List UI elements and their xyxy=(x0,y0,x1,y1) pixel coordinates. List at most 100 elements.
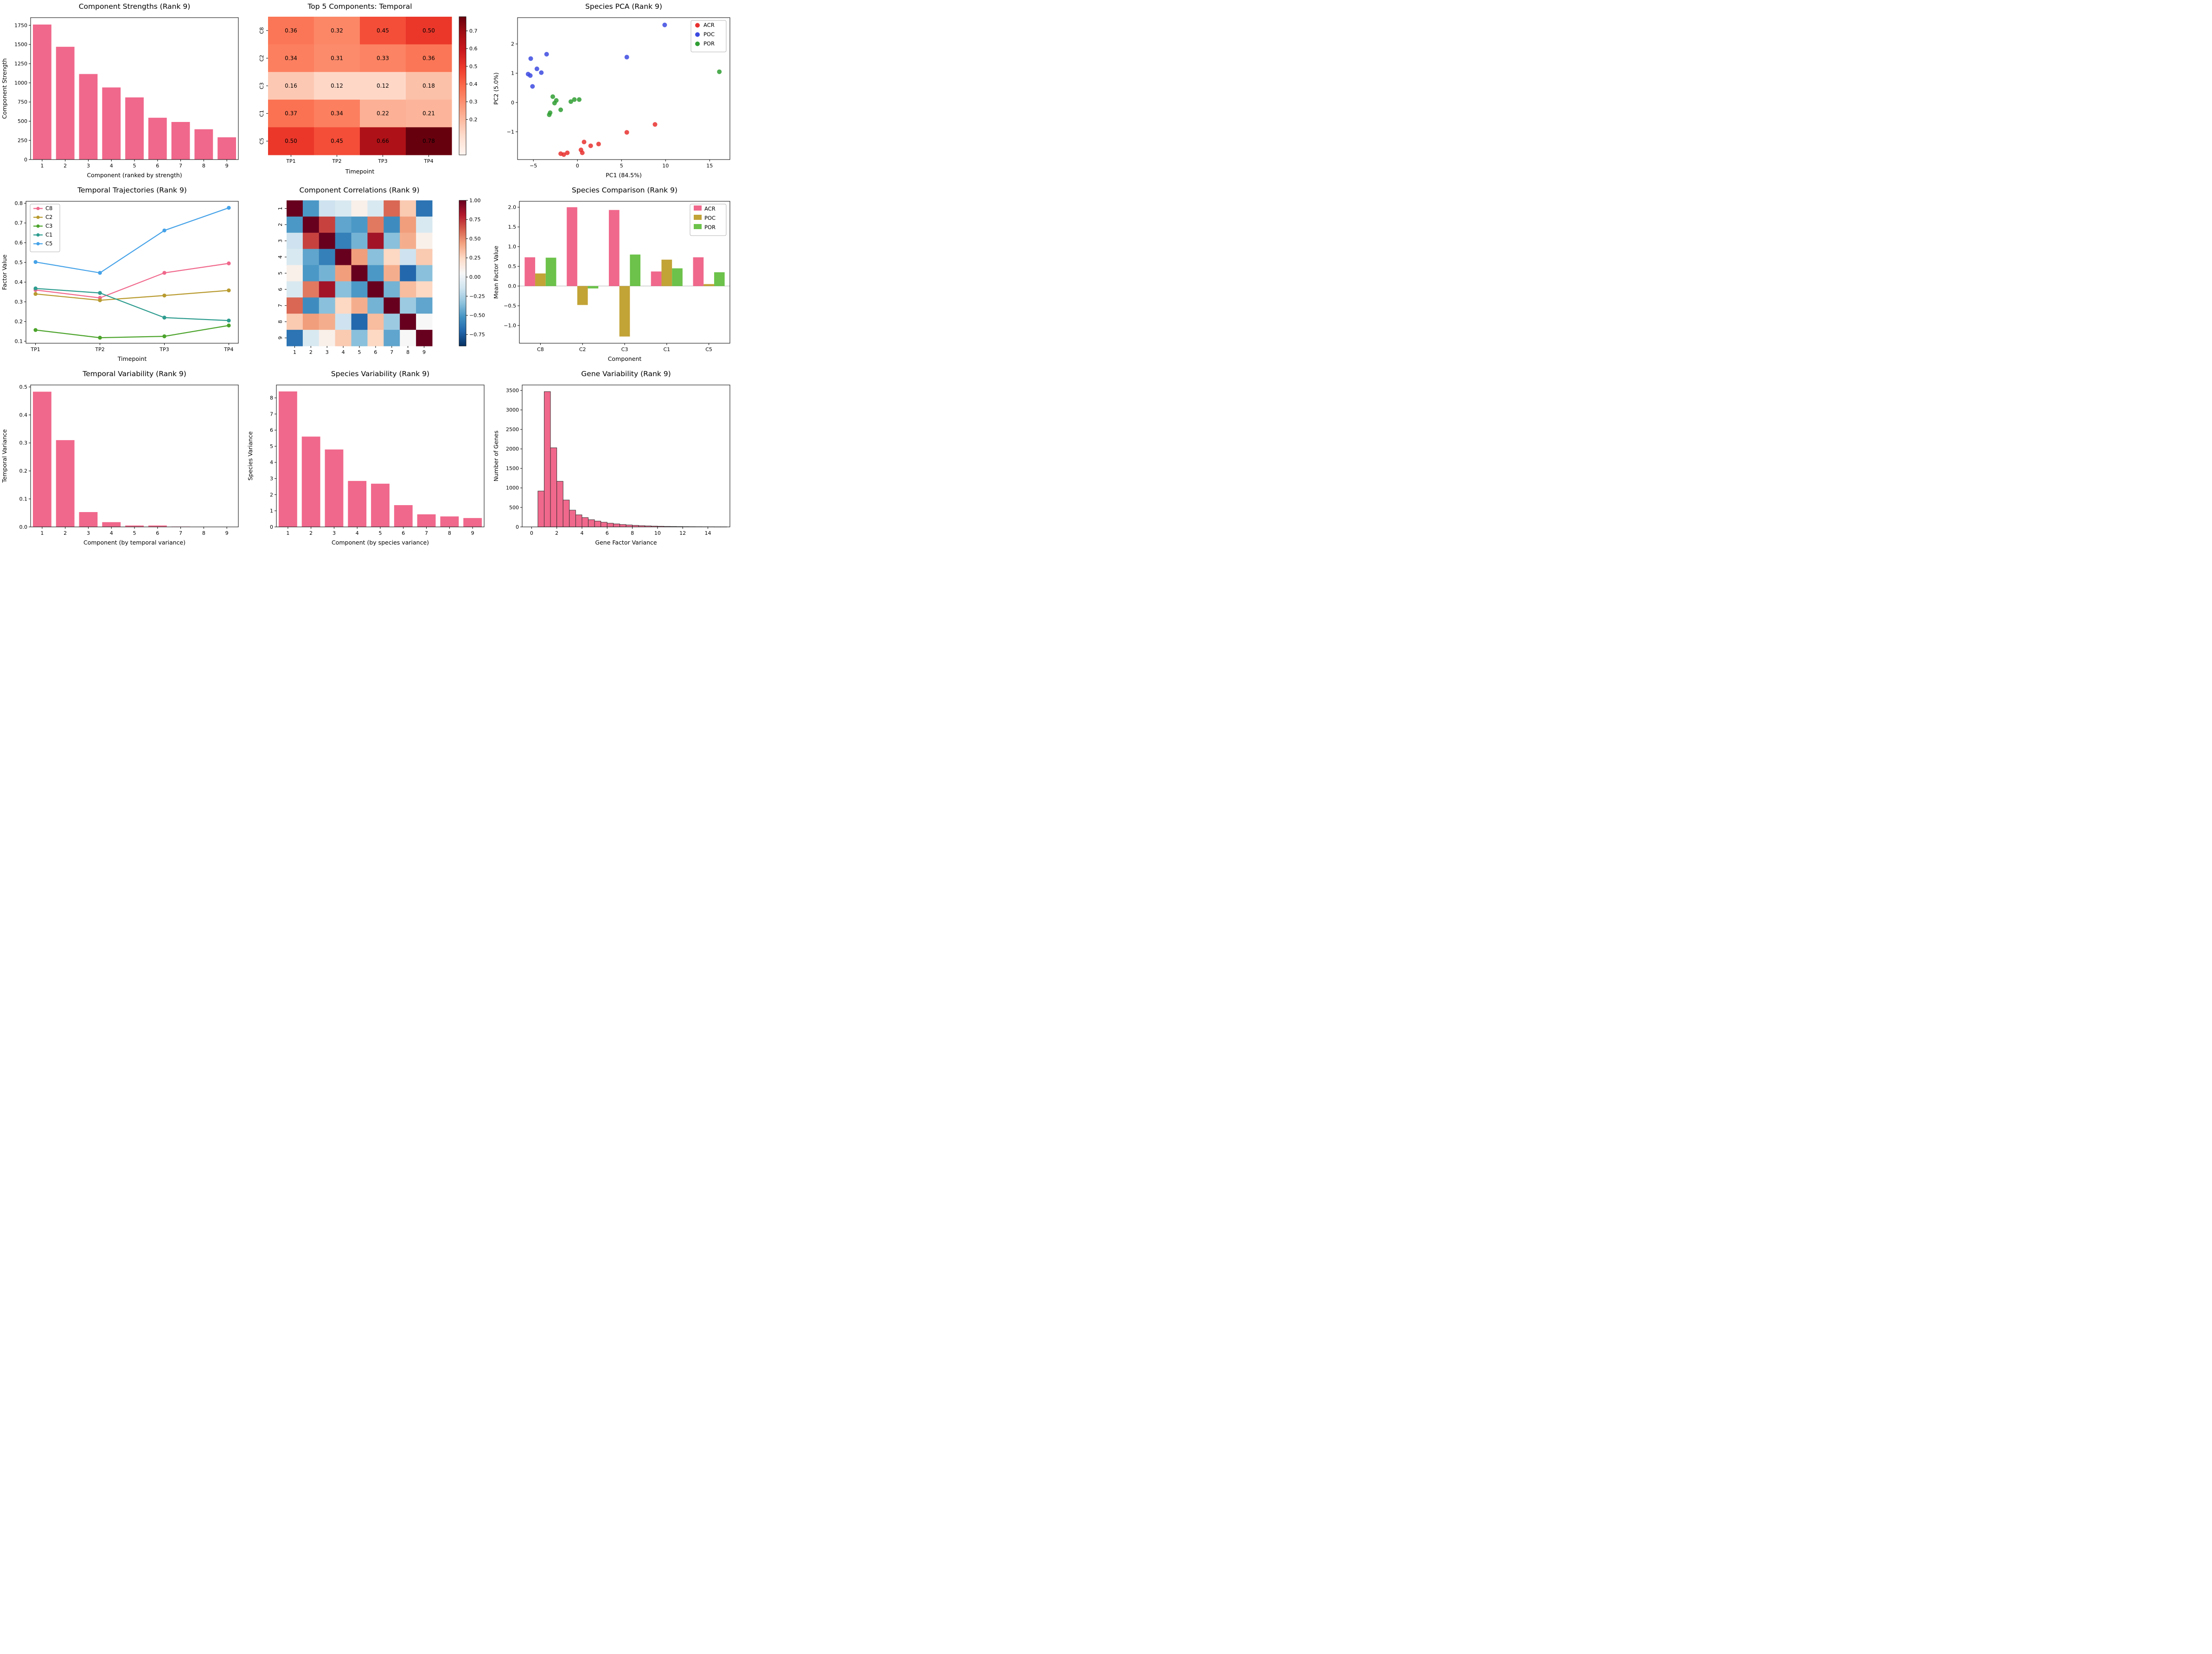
grouped-bar xyxy=(577,286,588,305)
colorbar-tick-label: 0.5 xyxy=(469,64,478,70)
species-comparison-canvas: −1.0 −0.5 0.0 0.5 1.0 1.5 2.0 C8 C2 C3 C1 C5 Compone… xyxy=(492,201,730,362)
chart-title: Species PCA (Rank 9) xyxy=(585,2,662,11)
grouped-bar xyxy=(714,272,725,286)
cell-annotation: 0.12 xyxy=(331,83,343,89)
bar xyxy=(217,137,237,160)
matrix-cell xyxy=(367,297,384,314)
bar xyxy=(125,97,144,160)
tick-label: 1750 xyxy=(14,22,27,28)
tick-label: 0.8 xyxy=(15,200,23,206)
histogram-bar xyxy=(626,525,633,527)
bar xyxy=(125,525,144,527)
histogram-bar xyxy=(607,523,614,527)
tick-label: 0.2 xyxy=(15,319,23,325)
tick-label: 3 xyxy=(87,530,90,536)
bar xyxy=(325,449,344,527)
matrix-cell xyxy=(319,265,336,282)
bar xyxy=(194,129,213,160)
scatter-point xyxy=(539,70,544,75)
tick-label: 1500 xyxy=(14,42,27,48)
tick-label: 7 xyxy=(390,349,393,355)
legend-label: C5 xyxy=(45,240,52,247)
heatmap-cell xyxy=(314,99,360,128)
matrix-cell xyxy=(367,249,384,266)
legend xyxy=(690,20,727,52)
row-label: 6 xyxy=(277,288,283,291)
tick-label: 2000 xyxy=(506,446,519,452)
heatmap-cell xyxy=(406,72,452,100)
matrix-cell xyxy=(351,200,368,217)
tick-label: 3000 xyxy=(506,407,519,413)
tick-label: 15 xyxy=(706,163,713,169)
tick-label: 0.6 xyxy=(15,240,23,246)
bar xyxy=(102,87,121,160)
tick-label: 4 xyxy=(356,530,359,536)
matrix-cell xyxy=(400,297,416,314)
matrix-cell xyxy=(400,265,416,282)
tick-label: 0.3 xyxy=(19,440,28,446)
legend-label: POR xyxy=(704,224,716,231)
heatmap-cell xyxy=(406,17,452,45)
legend-marker xyxy=(36,215,40,219)
line-marker xyxy=(227,318,231,323)
line-marker xyxy=(162,315,166,320)
heatmap-cell xyxy=(314,44,360,72)
matrix-cell xyxy=(319,200,336,217)
bar xyxy=(417,514,436,527)
matrix-cell xyxy=(351,232,368,250)
figure-grid: Component Strengths (Rank 9) 0 250 500 750 1… xyxy=(0,0,737,551)
scatter-point xyxy=(652,122,658,127)
trajectory-line xyxy=(35,290,229,301)
matrix-cell xyxy=(416,232,433,250)
row-label: 3 xyxy=(277,239,283,243)
line-marker xyxy=(227,261,231,266)
histogram-bar xyxy=(613,523,620,527)
chart-component-strengths: Component Strengths (Rank 9) 0 250 500 750 1… xyxy=(0,0,246,184)
tick-label: 5 xyxy=(270,443,273,449)
scatter-point xyxy=(550,94,556,99)
cell-annotation: 0.16 xyxy=(285,83,297,89)
y-axis-label: Species Variance xyxy=(247,431,254,481)
matrix-cell xyxy=(287,249,303,266)
line-marker xyxy=(33,286,38,291)
matrix-cell xyxy=(287,216,303,233)
cell-annotation: 0.34 xyxy=(331,110,343,117)
matrix-cell xyxy=(416,200,433,217)
tick-label: 0 xyxy=(530,530,533,536)
axis-frame xyxy=(26,201,239,344)
cell-annotation: 0.18 xyxy=(422,83,435,89)
matrix-cell xyxy=(335,281,352,298)
row-label: C1 xyxy=(259,110,265,117)
tick-label: 500 xyxy=(18,118,27,124)
matrix-cell xyxy=(367,281,384,298)
matrix-cell xyxy=(335,297,352,314)
row-label: C5 xyxy=(259,138,265,145)
histogram-bar xyxy=(556,481,563,527)
legend-label: POC xyxy=(703,31,715,38)
scatter-point xyxy=(577,97,582,102)
grouped-bar xyxy=(703,284,714,286)
y-axis-label: Component Strength xyxy=(1,58,8,119)
tick-label: 0 xyxy=(511,100,514,106)
matrix-cell xyxy=(400,314,416,330)
line-marker xyxy=(227,323,231,327)
tick-label: 8 xyxy=(202,163,205,169)
tick-label: C2 xyxy=(579,346,586,353)
tick-label: 0 xyxy=(516,524,519,530)
legend-marker xyxy=(695,23,700,28)
legend-swatch xyxy=(694,215,702,220)
tick-label: 1500 xyxy=(506,466,519,472)
matrix-cell xyxy=(384,265,400,282)
histogram-bar xyxy=(632,525,639,527)
tick-label: 0.4 xyxy=(19,412,28,418)
x-axis-label: Component (ranked by strength) xyxy=(87,172,182,179)
tick-label: 7 xyxy=(425,530,428,536)
tick-label: 0.7 xyxy=(15,220,23,226)
cell-annotation: 0.33 xyxy=(377,55,389,61)
bar xyxy=(348,481,367,527)
chart-temporal-variability: Temporal Variability (Rank 9) 0.0 0.1 0.2 0… xyxy=(0,367,246,551)
matrix-cell xyxy=(302,297,320,314)
bar xyxy=(440,516,459,527)
scatter-point xyxy=(561,152,566,157)
matrix-cell xyxy=(287,297,303,314)
